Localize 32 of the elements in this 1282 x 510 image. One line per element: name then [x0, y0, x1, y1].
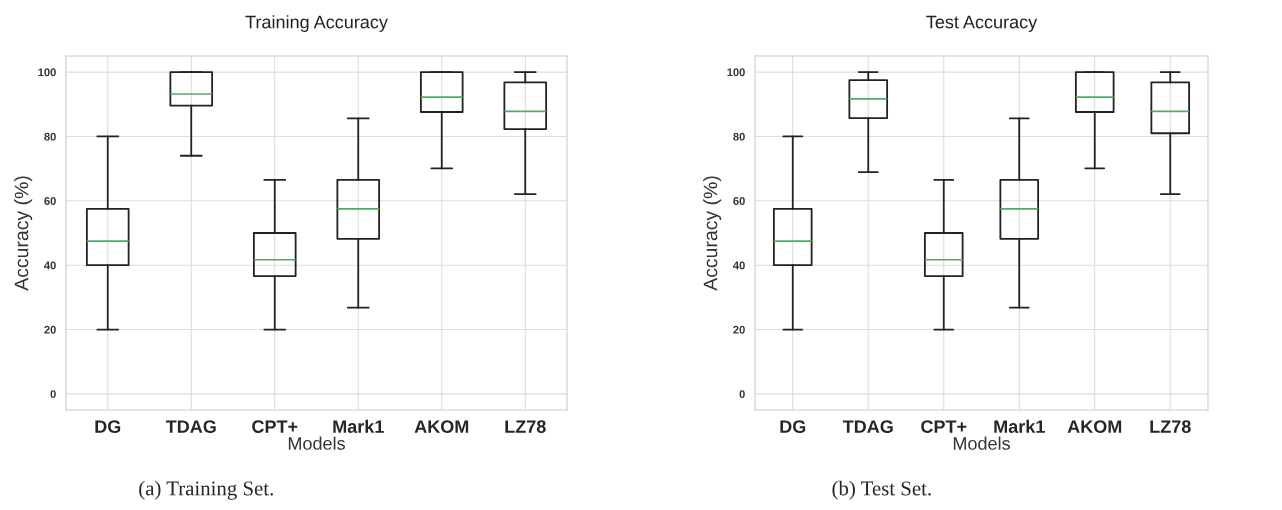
y-axis-title: Accuracy (%)	[703, 176, 722, 291]
text: (a) Training Set.	[139, 480, 273, 500]
x-tick-label: TDAG	[165, 420, 216, 433]
y-tick-label: 60	[44, 197, 56, 205]
y-tick-label: 60	[733, 197, 745, 205]
y-tick-label: 20	[44, 325, 56, 334]
x-axis-title: Models	[288, 436, 345, 450]
x-tick-label: LZ78	[505, 420, 546, 433]
x-tick-label: TDAG	[842, 420, 893, 433]
y-tick-label: 80	[44, 132, 56, 141]
x-tick-label: LZ78	[1150, 420, 1191, 433]
x-tick-label: Mark1	[333, 419, 384, 433]
x-tick-label: CPT+	[921, 420, 967, 433]
x-axis-title: Models	[953, 436, 1010, 450]
y-tick-label: 0	[50, 390, 56, 399]
x-tick-label: AKOM	[1067, 420, 1122, 433]
y-tick-label: 20	[733, 325, 745, 334]
x-tick-label: DG	[780, 420, 806, 433]
y-tick-label: 40	[44, 261, 56, 270]
chart-title: Training Accuracy	[245, 15, 388, 32]
y-tick-label: 100	[727, 68, 745, 77]
y-tick-label: 0	[739, 390, 745, 399]
y-tick-label: 80	[733, 132, 745, 141]
y-tick-label: 40	[733, 261, 745, 270]
text: (b) Test Set.	[832, 480, 931, 500]
y-axis-title: Accuracy (%)	[14, 176, 33, 291]
x-tick-label: CPT+	[252, 420, 298, 433]
x-tick-label: Mark1	[994, 419, 1045, 433]
x-tick-label: DG	[95, 420, 121, 433]
x-tick-label: AKOM	[414, 420, 469, 433]
chart-title: Test Accuracy	[926, 15, 1038, 32]
y-tick-label: 100	[38, 68, 56, 77]
